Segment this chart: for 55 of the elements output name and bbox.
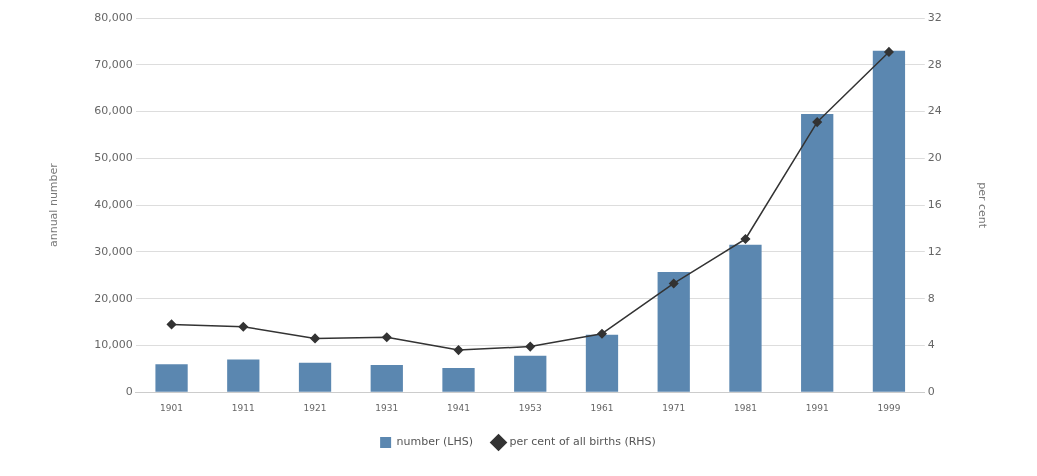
point [238,321,249,332]
point [525,341,535,352]
x-tick-label: 1931 [375,402,399,413]
x-tick-label: 1999 [877,402,901,413]
point [597,328,607,339]
legend-label: number (LHS) [396,435,474,449]
y2-tick-label: 4 [927,338,935,352]
x-tick-label: 1911 [231,402,255,413]
point [884,47,894,57]
y2-tick-label: 8 [927,291,935,305]
y-tick-label: 10,000 [94,338,133,352]
point [310,333,320,344]
bar [872,50,906,392]
bar [801,113,834,392]
point [668,278,679,289]
bar [729,244,762,392]
y2-tick-label: 24 [927,104,942,118]
y-tick-label: 30,000 [94,244,133,258]
y-tick-label: 80,000 [94,10,133,24]
point [166,319,177,330]
y-tick-label: 60,000 [94,104,133,118]
x-tick-label: 1971 [662,402,686,413]
point [453,345,464,355]
point [382,332,392,342]
y2-tick-label: 12 [927,244,942,258]
y2-tick-label: 16 [927,197,942,211]
x-tick-label: 1921 [303,402,327,413]
bar [585,334,619,392]
y-axis-title: annual number [47,162,61,248]
y-tick-label: 50,000 [94,151,133,165]
bar [298,362,332,392]
bar [155,364,188,392]
y2-tick-label: 32 [927,10,942,24]
y2-axis-title: per cent [975,182,989,229]
point [812,117,822,127]
x-tick-label: 1953 [518,402,542,413]
bar [227,359,260,392]
y-tick-label: 40,000 [94,197,133,211]
y2-tick-label: 20 [927,151,942,165]
bar [657,271,690,392]
x-tick-label: 1991 [805,402,829,413]
bar [442,367,475,392]
y-tick-label: 20,000 [94,291,133,305]
y2-tick-label: 28 [927,57,942,71]
point [740,234,751,244]
y-tick-label: 0 [125,385,133,399]
x-tick-label: 1941 [447,402,470,413]
bar [514,355,547,392]
bar [370,365,403,392]
x-tick-label: 1901 [160,402,184,413]
x-tick-label: 1961 [590,402,614,413]
y-tick-label: 70,000 [94,57,133,71]
y2-tick-label: 0 [927,385,935,399]
x-tick-label: 1981 [734,402,757,413]
legend-label: per cent of all births (RHS) [509,435,656,449]
